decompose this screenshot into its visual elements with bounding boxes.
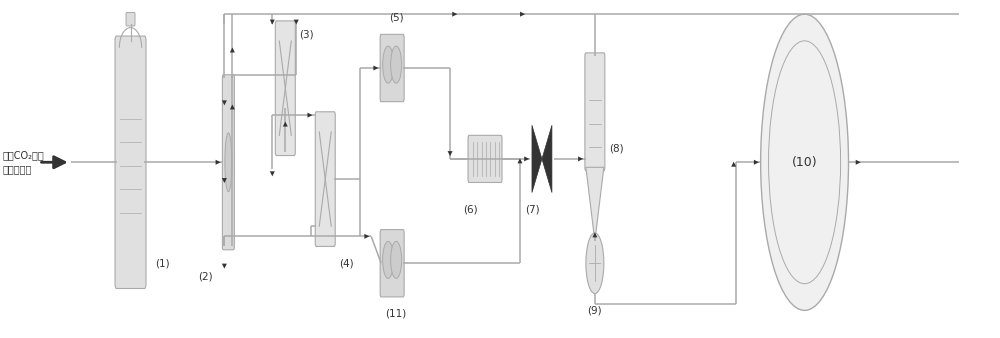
FancyBboxPatch shape xyxy=(315,112,335,246)
Text: (10): (10) xyxy=(792,156,817,169)
Text: (6): (6) xyxy=(463,204,477,214)
FancyBboxPatch shape xyxy=(126,13,135,26)
FancyBboxPatch shape xyxy=(468,135,502,183)
Circle shape xyxy=(383,241,394,279)
Polygon shape xyxy=(542,125,552,193)
Circle shape xyxy=(391,46,402,83)
Circle shape xyxy=(586,233,604,293)
Text: (4): (4) xyxy=(339,258,354,268)
Text: (8): (8) xyxy=(610,144,624,154)
Polygon shape xyxy=(532,125,542,193)
Text: (2): (2) xyxy=(198,272,213,282)
Text: (11): (11) xyxy=(386,309,407,319)
FancyBboxPatch shape xyxy=(380,34,404,102)
FancyBboxPatch shape xyxy=(275,21,295,155)
FancyBboxPatch shape xyxy=(115,36,146,289)
Text: (3): (3) xyxy=(299,29,314,39)
FancyBboxPatch shape xyxy=(222,75,234,250)
FancyBboxPatch shape xyxy=(380,230,404,297)
Text: (5): (5) xyxy=(389,13,403,23)
Text: 来自CO₂捕集
系统再生气: 来自CO₂捕集 系统再生气 xyxy=(3,150,44,174)
Ellipse shape xyxy=(225,133,232,192)
Polygon shape xyxy=(586,167,604,241)
FancyBboxPatch shape xyxy=(585,53,605,171)
Text: (9): (9) xyxy=(588,305,602,315)
Text: (7): (7) xyxy=(525,204,539,214)
Text: (1): (1) xyxy=(155,258,170,268)
Circle shape xyxy=(383,46,394,83)
Circle shape xyxy=(391,241,402,279)
Circle shape xyxy=(761,14,849,310)
